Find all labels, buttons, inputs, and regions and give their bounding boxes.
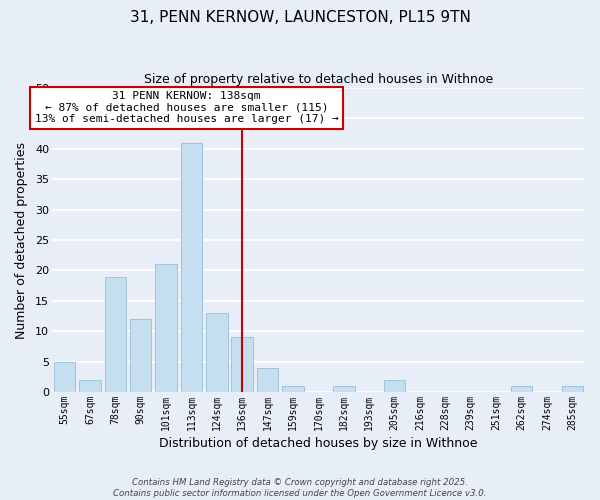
Text: Contains HM Land Registry data © Crown copyright and database right 2025.
Contai: Contains HM Land Registry data © Crown c… (113, 478, 487, 498)
Title: Size of property relative to detached houses in Withnoe: Size of property relative to detached ho… (144, 72, 493, 86)
Bar (511, 386, 532, 392)
Bar (104, 276, 126, 392)
Bar (384, 380, 406, 392)
Text: 31, PENN KERNOW, LAUNCESTON, PL15 9TN: 31, PENN KERNOW, LAUNCESTON, PL15 9TN (130, 10, 470, 25)
Bar (54, 362, 76, 392)
Bar (562, 386, 583, 392)
Bar (79, 380, 101, 392)
Bar (130, 319, 151, 392)
Bar (155, 264, 177, 392)
Bar (232, 338, 253, 392)
Bar (257, 368, 278, 392)
Y-axis label: Number of detached properties: Number of detached properties (15, 142, 28, 338)
Bar (333, 386, 355, 392)
X-axis label: Distribution of detached houses by size in Withnoe: Distribution of detached houses by size … (159, 437, 478, 450)
Text: 31 PENN KERNOW: 138sqm
← 87% of detached houses are smaller (115)
13% of semi-de: 31 PENN KERNOW: 138sqm ← 87% of detached… (35, 91, 338, 124)
Bar (282, 386, 304, 392)
Bar (206, 313, 227, 392)
Bar (181, 143, 202, 392)
